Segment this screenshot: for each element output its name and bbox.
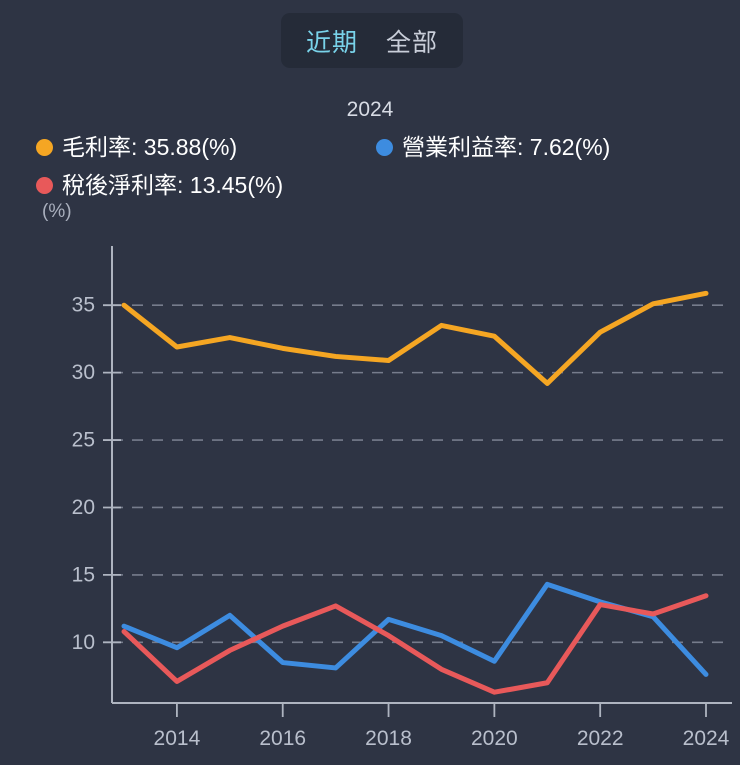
legend-label-operating-margin: 營業利益率: 7.62(%) <box>402 134 611 160</box>
y-tick-label: 30 <box>72 361 95 384</box>
legend-dot-orange-icon <box>36 138 53 156</box>
series-line-稅後淨利率 <box>121 593 709 695</box>
legend-row-2: 稅後淨利率: 13.45(%) <box>36 166 704 204</box>
tab-all[interactable]: 全部 <box>386 28 439 57</box>
legend-dot-red-icon <box>36 176 53 194</box>
legend-label-gross-margin: 毛利率: 35.88(%) <box>62 134 238 160</box>
x-axis-ticks-group: 2014 2016 2018 2020 2022 2024 <box>154 703 730 750</box>
chart-title: 2024 <box>346 98 394 121</box>
y-axis-ticks-group: 10 15 20 25 30 35 <box>72 294 121 654</box>
x-tick-label: 2018 <box>365 727 412 750</box>
gridlines-group <box>112 304 732 644</box>
chart-legend: 毛利率: 35.88(%) 營業利益率: 7.62(%) 稅後淨利率: 13.4… <box>36 128 704 204</box>
legend-item-net-margin[interactable]: 稅後淨利率: 13.45(%) <box>36 166 376 204</box>
x-tick-label: 2020 <box>471 727 518 750</box>
y-tick-label: 10 <box>72 631 95 654</box>
legend-item-gross-margin[interactable]: 毛利率: 35.88(%) <box>36 128 376 166</box>
y-tick-label: 35 <box>72 294 95 317</box>
x-tick-label: 2016 <box>259 727 306 750</box>
x-tick-label: 2014 <box>154 727 201 750</box>
y-axis-unit-label: (%) <box>42 201 72 222</box>
legend-item-operating-margin[interactable]: 營業利益率: 7.62(%) <box>376 128 704 166</box>
period-tab-bar: 近期 全部 <box>281 13 463 68</box>
x-tick-label: 2024 <box>683 727 730 750</box>
axes-group <box>111 246 732 704</box>
y-tick-label: 15 <box>72 563 95 586</box>
legend-row-1: 毛利率: 35.88(%) 營業利益率: 7.62(%) <box>36 128 704 166</box>
y-tick-label: 20 <box>72 496 95 519</box>
legend-dot-blue-icon <box>376 138 393 156</box>
series-line-毛利率 <box>121 290 709 386</box>
data-series-group <box>121 290 709 695</box>
tab-recent[interactable]: 近期 <box>305 28 358 57</box>
series-line-營業利益率 <box>121 581 709 677</box>
x-tick-label: 2022 <box>577 727 624 750</box>
y-tick-label: 25 <box>72 429 95 452</box>
legend-label-net-margin: 稅後淨利率: 13.45(%) <box>62 172 284 198</box>
